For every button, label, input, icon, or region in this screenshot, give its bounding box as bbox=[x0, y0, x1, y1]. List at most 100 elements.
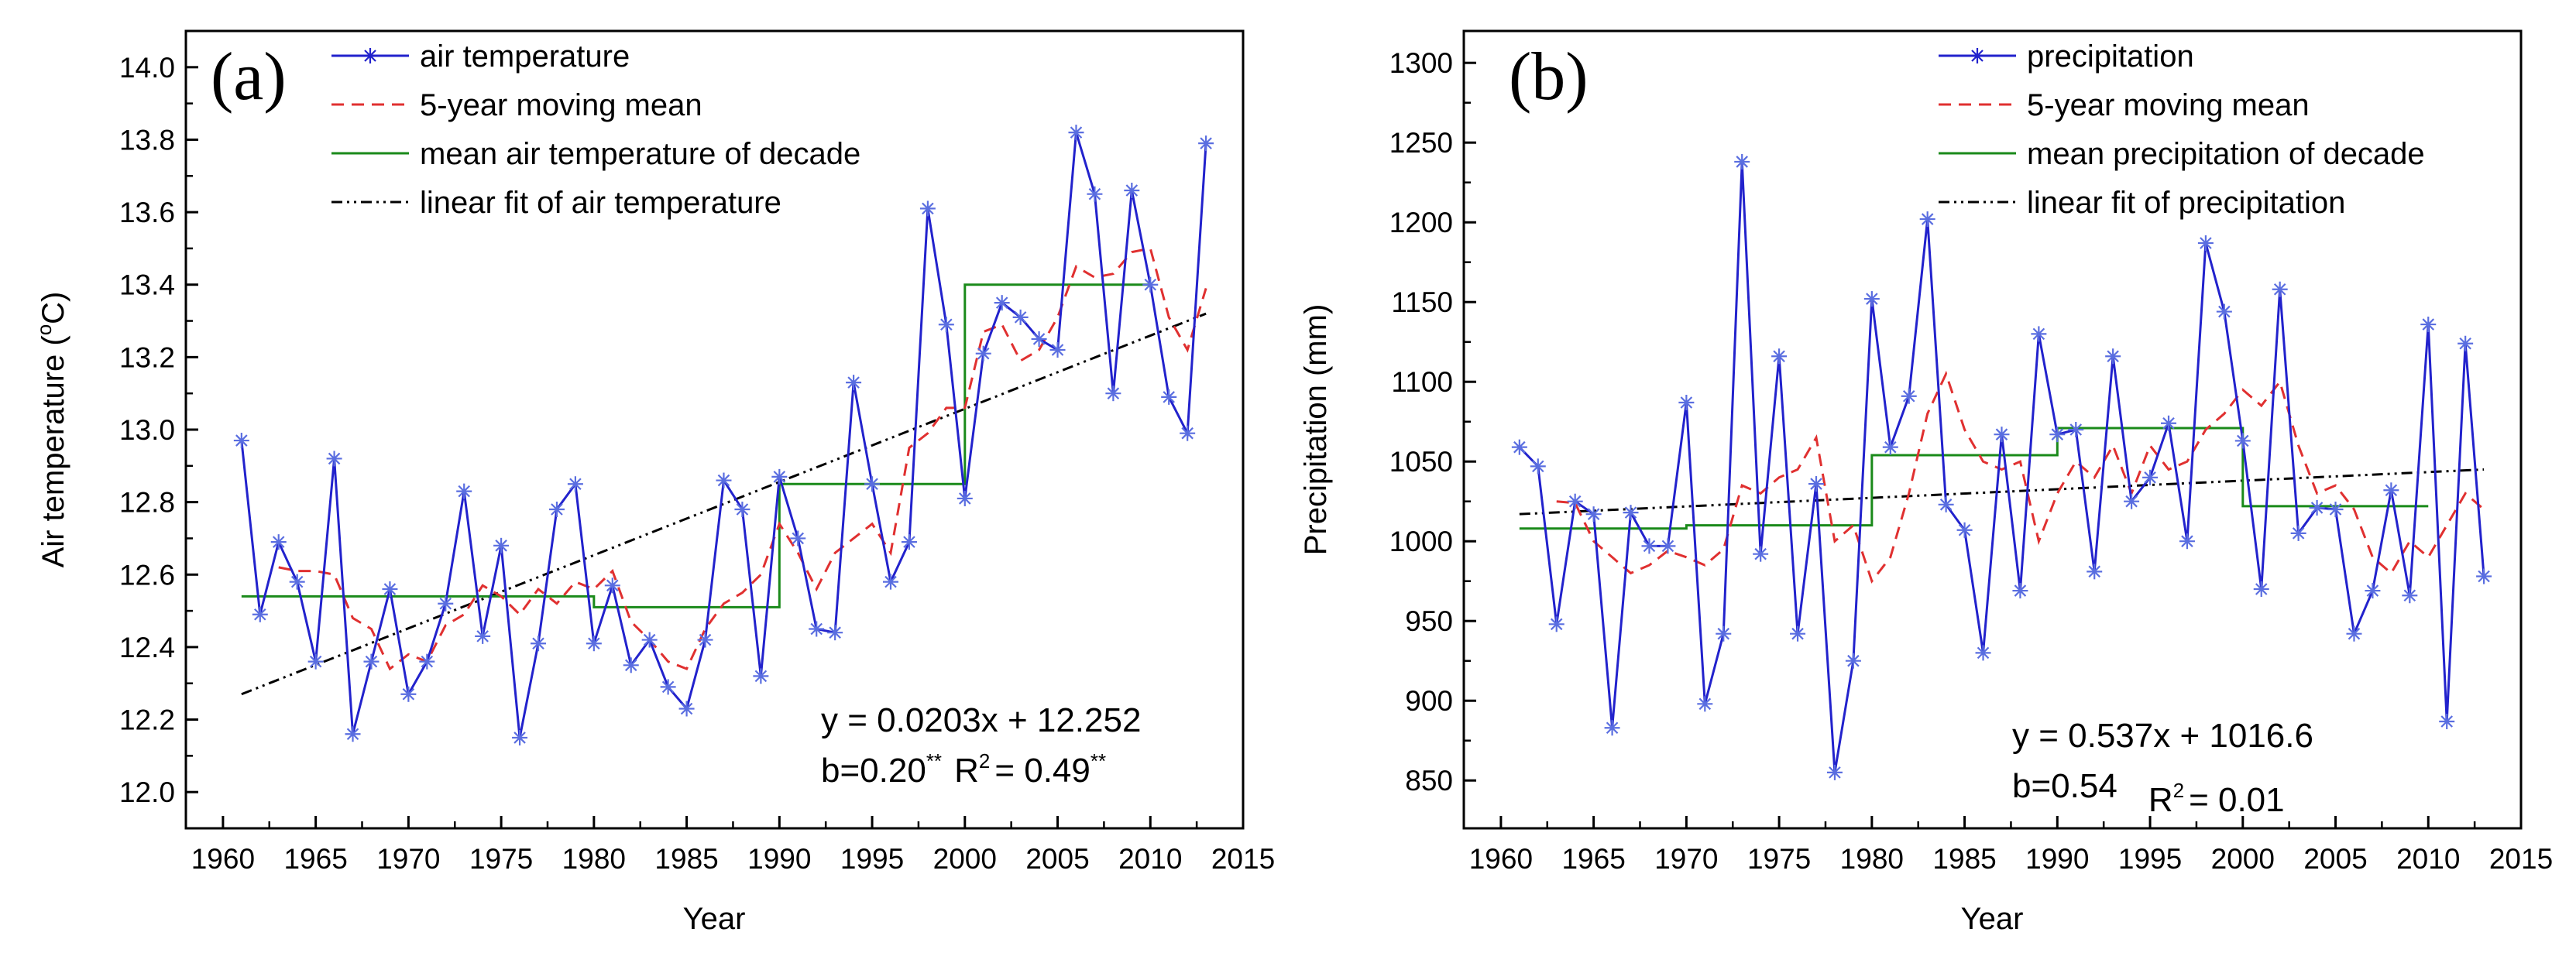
panel-a-y-tick-label: 13.8 bbox=[119, 124, 175, 156]
panel-a-y-tick-label: 12.8 bbox=[119, 487, 175, 519]
panel-b-linear-fit-line bbox=[1519, 468, 2485, 516]
panel-a-stats: b=0.20** R2 = 0.49** bbox=[821, 749, 1106, 790]
panel-b-data-point bbox=[1511, 439, 1527, 455]
panel-b-data-point bbox=[1919, 211, 1935, 228]
panel-a-data-point bbox=[994, 295, 1010, 311]
panel-a-data-point bbox=[753, 668, 769, 684]
panel-a-data-point bbox=[586, 636, 602, 652]
panel-a-decade-mean-line bbox=[241, 283, 1151, 608]
panel-a-data-point bbox=[1068, 125, 1084, 141]
panel-b-data-point bbox=[1882, 439, 1898, 455]
panel-a-x-tick-label: 1985 bbox=[654, 843, 718, 875]
legend-label-linear-fit-a: linear fit of air temperature bbox=[420, 186, 781, 220]
panel-b-y-axis: 850 900 950 1000 1050 1100 1150 1200 1250 1300 bbox=[1389, 47, 1476, 797]
panel-a-x-axis: 1960 1965 1970 1975 1980 1985 1990 1995 2000 2005… bbox=[191, 816, 1275, 875]
panel-a-data-point bbox=[1198, 135, 1214, 152]
panel-a-legend: air temperature 5-year moving mean mean … bbox=[331, 39, 860, 220]
panel-a-y-tick-label: 12.4 bbox=[119, 632, 175, 663]
panel-a-data-point bbox=[363, 653, 380, 670]
panel-a-data-point bbox=[1105, 386, 1121, 402]
panel-a-data-point bbox=[252, 606, 268, 622]
panel-b-data-point bbox=[1901, 388, 1917, 404]
legend-label-linear-fit-b: linear fit of precipitation bbox=[2027, 186, 2345, 220]
panel-b-data-point bbox=[1938, 496, 1954, 512]
panel-a-x-tick-label: 1980 bbox=[562, 843, 626, 875]
panel-a-x-tick-label: 2000 bbox=[933, 843, 997, 875]
panel-b-x-axis-title: Year bbox=[1961, 902, 2024, 936]
panel-b-y-tick-label: 1250 bbox=[1389, 127, 1453, 159]
panel-b-y-tick-label: 1100 bbox=[1391, 366, 1453, 398]
panel-b-equation: y = 0.537x + 1016.6 bbox=[2012, 717, 2313, 755]
panel-a-data-point bbox=[1161, 389, 1177, 405]
panel-a-y-tick-label: 12.0 bbox=[119, 776, 175, 808]
panel-b-data-point bbox=[1863, 291, 1880, 307]
panel-a-r2-value: = 0.49 bbox=[994, 752, 1091, 790]
panel-a-data-point bbox=[567, 476, 583, 492]
panel-b-x-tick-label: 1990 bbox=[2025, 843, 2089, 875]
panel-a-y-title-pre: Air temperature ( bbox=[36, 335, 70, 568]
panel-a-x-tick-label: 2005 bbox=[1025, 843, 1089, 875]
panel-a-data-point bbox=[289, 574, 305, 590]
panel-a-b-value: b=0.20 bbox=[821, 752, 926, 790]
panel-a-data-point bbox=[326, 451, 342, 467]
panel-a-data-point bbox=[809, 621, 825, 637]
panel-b-x-tick-label: 1970 bbox=[1654, 843, 1718, 875]
panel-a-data-point bbox=[827, 625, 843, 641]
panel-a-equation: y = 0.0203x + 12.252 bbox=[821, 701, 1141, 739]
panel-b-data-point bbox=[1697, 696, 1713, 712]
panel-a-data-point bbox=[270, 534, 287, 550]
legend-label-air-temperature: air temperature bbox=[420, 39, 630, 74]
panel-b-data-point bbox=[1641, 538, 1657, 554]
panel-a-y-tick-label: 13.2 bbox=[119, 341, 175, 373]
panel-a-data-point bbox=[307, 653, 324, 670]
panel-b-data-point bbox=[2253, 581, 2269, 597]
panel-b-y-tick-label: 1050 bbox=[1389, 446, 1453, 478]
panel-b-data-point bbox=[2402, 588, 2418, 604]
panel-b-precipitation: 1960 1965 1970 1975 1980 1985 1990 1995 2000 2005… bbox=[1299, 29, 2553, 936]
panel-b-data-point bbox=[1975, 645, 1991, 661]
panel-a-x-tick-label: 1995 bbox=[840, 843, 904, 875]
panel-a-y-tick-label: 13.0 bbox=[119, 414, 175, 446]
panel-a-data-point bbox=[1049, 342, 1066, 358]
panel-a-data-point bbox=[512, 729, 528, 745]
panel-a-y-axis-title: Air temperature (oC) bbox=[33, 292, 70, 568]
panel-b-data-point bbox=[1623, 505, 1639, 521]
panel-b-y-tick-label: 1300 bbox=[1389, 47, 1453, 79]
panel-a-data-point bbox=[548, 502, 565, 517]
panel-b-data-point bbox=[1567, 493, 1583, 509]
panel-b-data-point bbox=[2031, 326, 2047, 342]
panel-b-data-point bbox=[2049, 427, 2066, 443]
panel-a-letter: (a) bbox=[211, 39, 287, 115]
panel-b-data-point bbox=[1585, 506, 1602, 523]
panel-a-y-tick-label: 13.6 bbox=[119, 197, 175, 228]
panel-a-data-point bbox=[790, 530, 806, 547]
panel-a-data-point bbox=[864, 476, 881, 492]
panel-a-data-point bbox=[957, 490, 973, 506]
panel-b-y-tick-label: 1000 bbox=[1389, 526, 1453, 557]
panel-b-data-point bbox=[2142, 469, 2159, 485]
panel-a-x-axis-title: Year bbox=[683, 902, 746, 936]
panel-b-data-point bbox=[2179, 533, 2195, 550]
panel-a-data-point bbox=[771, 468, 788, 485]
panel-b-data-point bbox=[2309, 499, 2325, 516]
panel-b-data-point bbox=[2458, 335, 2474, 351]
panel-a-data-point bbox=[493, 537, 510, 553]
panel-b-plot-frame bbox=[1462, 29, 2523, 830]
panel-a-x-tick-label: 1960 bbox=[191, 843, 255, 875]
panel-b-b-value: b=0.54 bbox=[2012, 767, 2117, 805]
panel-b-data-point bbox=[1826, 764, 1843, 780]
panel-a-y-tick-label: 14.0 bbox=[119, 52, 175, 84]
panel-a-data-point bbox=[475, 628, 491, 644]
legend-star-marker-a bbox=[362, 48, 378, 63]
panel-b-data-point bbox=[2439, 713, 2455, 729]
panel-b-x-tick-label: 1995 bbox=[2118, 843, 2182, 875]
panel-b-data-point bbox=[1808, 476, 1824, 492]
panel-a-data-point bbox=[623, 657, 639, 673]
panel-b-x-tick-label: 1960 bbox=[1469, 843, 1533, 875]
panel-a-data-point bbox=[846, 375, 862, 391]
panel-b-data-point bbox=[1660, 538, 1676, 554]
panel-a-raw-series-line bbox=[240, 132, 1207, 739]
panel-a-y-tick-label: 13.4 bbox=[119, 269, 175, 301]
panel-b-raw-series-line bbox=[1518, 161, 2485, 773]
panel-a-data-point bbox=[660, 679, 676, 695]
